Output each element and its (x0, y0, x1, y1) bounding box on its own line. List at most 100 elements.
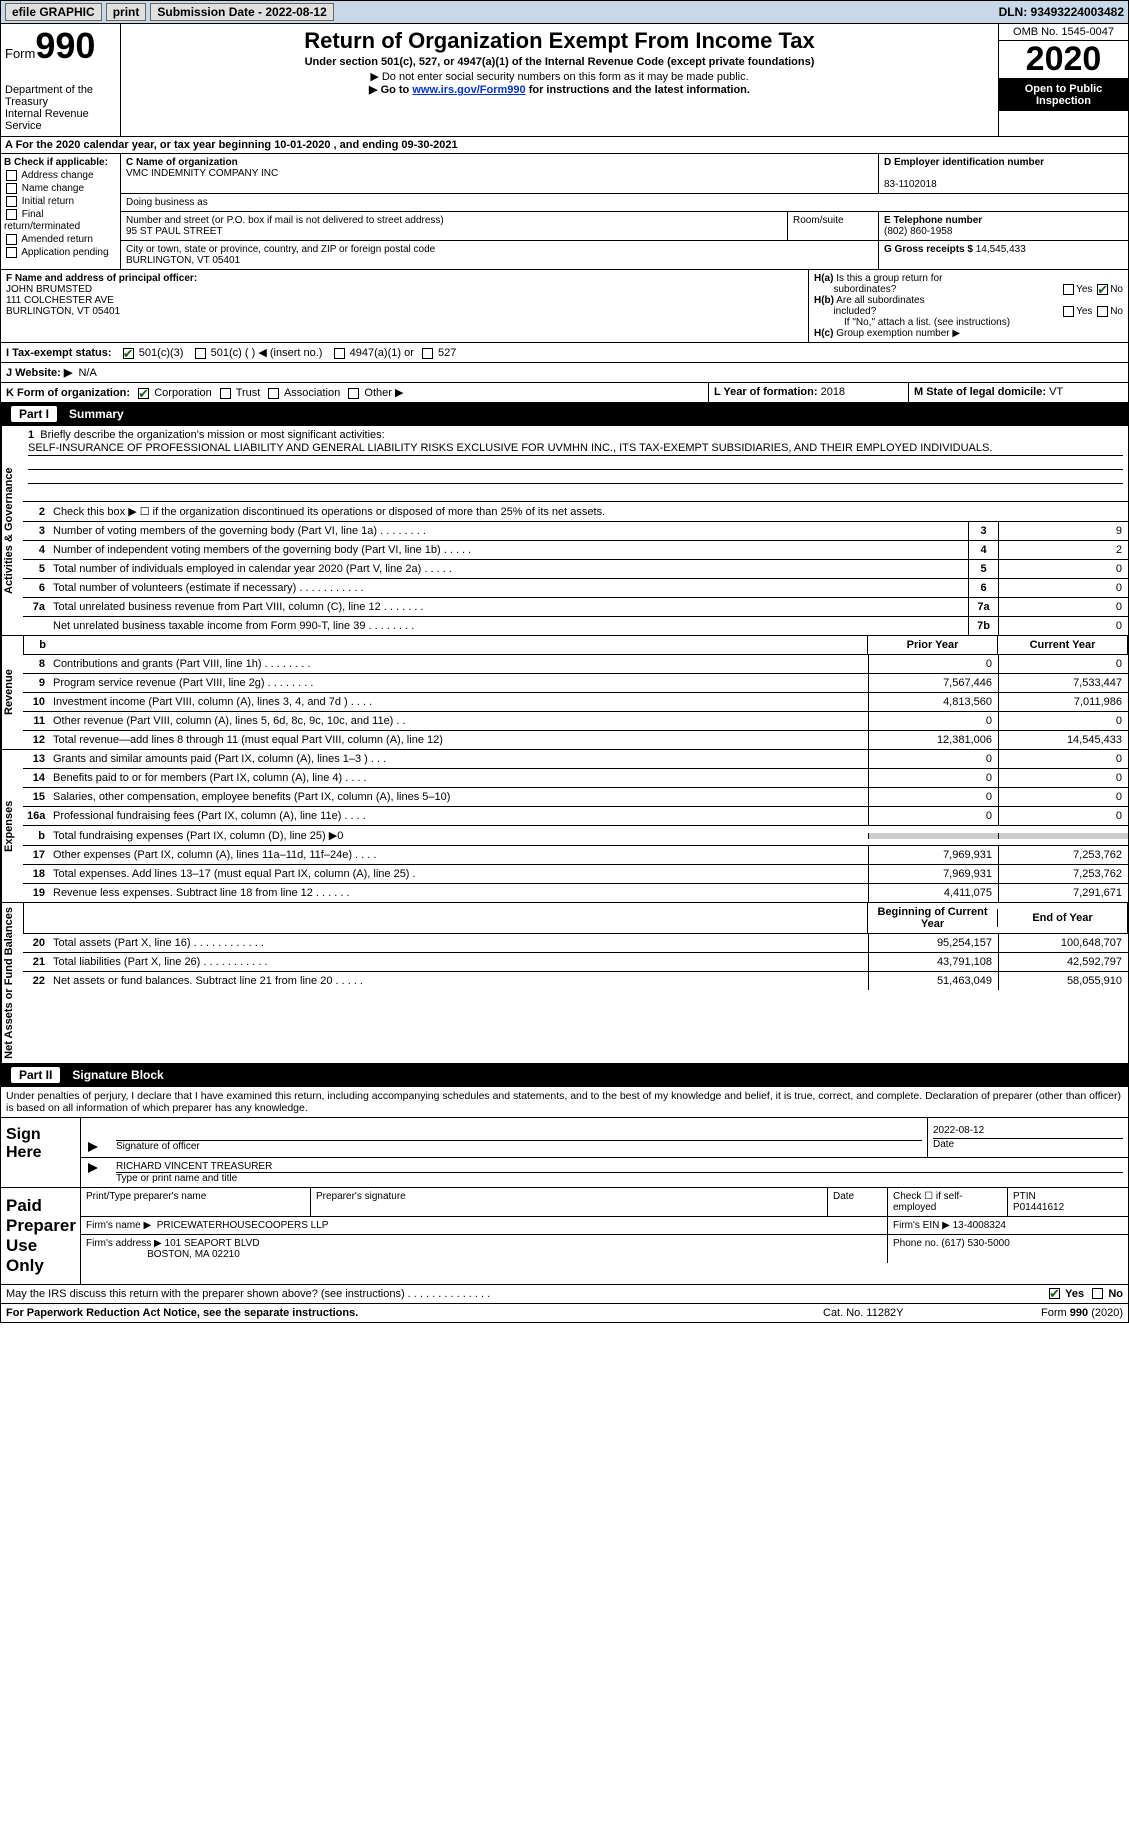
street-address: 95 ST PAUL STREET (126, 226, 223, 237)
website-row: J Website: ▶ N/A (0, 363, 1129, 383)
officer-name: JOHN BRUMSTED (6, 284, 92, 295)
print-button[interactable]: print (106, 3, 147, 21)
gross-value: 14,545,433 (976, 244, 1026, 255)
trust-checkbox[interactable] (220, 388, 231, 399)
final-return-checkbox[interactable] (6, 209, 17, 220)
phone-label: E Telephone number (884, 215, 982, 226)
phone-value: (802) 860-1958 (884, 226, 952, 237)
sig-officer-label: Signature of officer (116, 1141, 200, 1152)
table-row: Net unrelated business taxable income fr… (23, 617, 1128, 635)
sig-date: 2022-08-12 (933, 1125, 984, 1136)
discuss-row: May the IRS discuss this return with the… (0, 1285, 1129, 1304)
table-row: 9Program service revenue (Part VIII, lin… (23, 674, 1128, 693)
officer-addr1: 111 COLCHESTER AVE (6, 295, 114, 306)
form-title: Return of Organization Exempt From Incom… (125, 28, 994, 54)
table-row: 18Total expenses. Add lines 13–17 (must … (23, 865, 1128, 884)
page-footer: For Paperwork Reduction Act Notice, see … (0, 1304, 1129, 1323)
goto-note: ▶ Go to www.irs.gov/Form990 for instruct… (125, 83, 994, 96)
table-row: 16aProfessional fundraising fees (Part I… (23, 807, 1128, 826)
initial-return-checkbox[interactable] (6, 196, 17, 207)
domicile-label: M State of legal domicile: (914, 386, 1046, 398)
app-pending-checkbox[interactable] (6, 247, 17, 258)
corp-checkbox[interactable] (138, 388, 149, 399)
dept-treasury: Department of the Treasury (5, 84, 116, 108)
governance-section: Activities & Governance 1 Briefly descri… (0, 426, 1129, 636)
paid-preparer-label: Paid Preparer Use Only (1, 1188, 81, 1284)
527-checkbox[interactable] (422, 348, 433, 359)
dba-label: Doing business as (126, 197, 208, 208)
k-row: K Form of organization: Corporation Trus… (0, 383, 1129, 403)
ptin-value: P01441612 (1013, 1202, 1064, 1213)
table-row: 12Total revenue—add lines 8 through 11 (… (23, 731, 1128, 749)
irs-label: Internal Revenue Service (5, 108, 116, 132)
discuss-text: May the IRS discuss this return with the… (6, 1288, 1047, 1300)
submission-date-button[interactable]: Submission Date - 2022-08-12 (150, 3, 333, 21)
line2-num: 2 (23, 503, 49, 521)
firm-ein-label: Firm's EIN ▶ (893, 1220, 950, 1231)
addr-change-checkbox[interactable] (6, 170, 17, 181)
4947-checkbox[interactable] (334, 348, 345, 359)
part1-header: Part I Summary (0, 403, 1129, 426)
form-org-label: K Form of organization: (6, 387, 130, 399)
table-row: 10Investment income (Part VIII, column (… (23, 693, 1128, 712)
assoc-checkbox[interactable] (268, 388, 279, 399)
room-label: Room/suite (793, 215, 844, 226)
firm-ein: 13-4008324 (953, 1220, 1006, 1231)
form-header: Form990 Department of the Treasury Inter… (0, 24, 1129, 137)
name-change-checkbox[interactable] (6, 183, 17, 194)
sign-here-block: Sign Here Signature of officer 2022-08-1… (0, 1118, 1129, 1188)
efile-button[interactable]: efile GRAPHIC (5, 3, 102, 21)
paperwork-notice: For Paperwork Reduction Act Notice, see … (6, 1307, 823, 1319)
vtab-revenue: Revenue (1, 636, 23, 749)
table-row: 17Other expenses (Part IX, column (A), l… (23, 846, 1128, 865)
tax-status-label: I Tax-exempt status: (6, 347, 112, 359)
table-row: 13Grants and similar amounts paid (Part … (23, 750, 1128, 769)
pointer-icon (86, 1140, 100, 1154)
hb-no-checkbox[interactable] (1097, 306, 1108, 317)
ssn-note: ▶ Do not enter social security numbers o… (125, 70, 994, 83)
part2-title: Signature Block (72, 1068, 163, 1082)
form-page-label: Form 990 (2020) (973, 1307, 1123, 1319)
table-row: 14Benefits paid to or for members (Part … (23, 769, 1128, 788)
preparer-date-label: Date (833, 1191, 854, 1202)
city-label: City or town, state or province, country… (126, 244, 435, 255)
cat-no: Cat. No. 11282Y (823, 1307, 973, 1319)
firm-phone: (617) 530-5000 (941, 1238, 1009, 1249)
part1-num: Part I (11, 406, 57, 422)
prior-year-header: Prior Year (867, 636, 997, 654)
expenses-section: Expenses 13Grants and similar amounts pa… (0, 750, 1129, 903)
part1-title: Summary (69, 407, 124, 421)
calendar-year-row: A For the 2020 calendar year, or tax yea… (0, 137, 1129, 154)
amended-return-checkbox[interactable] (6, 234, 17, 245)
firm-addr1: 101 SEAPORT BLVD (165, 1238, 260, 1249)
vtab-governance: Activities & Governance (1, 426, 23, 635)
year-formation-label: L Year of formation: (714, 386, 818, 398)
signature-intro: Under penalties of perjury, I declare th… (0, 1087, 1129, 1118)
ha-yes-checkbox[interactable] (1063, 284, 1074, 295)
ein-value: 83-1102018 (884, 179, 937, 190)
discuss-no-checkbox[interactable] (1092, 1288, 1103, 1299)
irs-link[interactable]: www.irs.gov/Form990 (412, 84, 525, 96)
hb-note: If "No," attach a list. (see instruction… (814, 317, 1123, 328)
website-value: N/A (78, 367, 96, 379)
ha-no-checkbox[interactable] (1097, 284, 1108, 295)
discuss-yes-checkbox[interactable] (1049, 1288, 1060, 1299)
firm-name: PRICEWATERHOUSECOOPERS LLP (157, 1220, 329, 1231)
open-inspection: Open to Public Inspection (999, 79, 1128, 111)
table-row: 4Number of independent voting members of… (23, 541, 1128, 560)
domicile-value: VT (1049, 386, 1063, 398)
net-assets-section: Net Assets or Fund Balances Beginning of… (0, 903, 1129, 1064)
table-row: bTotal fundraising expenses (Part IX, co… (23, 826, 1128, 846)
table-row: 21Total liabilities (Part X, line 26) . … (23, 953, 1128, 972)
501c3-checkbox[interactable] (123, 348, 134, 359)
other-checkbox[interactable] (348, 388, 359, 399)
tax-status-row: I Tax-exempt status: 501(c)(3) 501(c) ( … (0, 343, 1129, 363)
ptin-label: PTIN (1013, 1191, 1036, 1202)
501c-checkbox[interactable] (195, 348, 206, 359)
end-year-header: End of Year (997, 909, 1127, 927)
officer-print-name: RICHARD VINCENT TREASURER (116, 1161, 272, 1172)
line1-label: Briefly describe the organization's miss… (40, 429, 384, 441)
hb-yes-checkbox[interactable] (1063, 306, 1074, 317)
table-row: 7aTotal unrelated business revenue from … (23, 598, 1128, 617)
omb-number: OMB No. 1545-0047 (999, 24, 1128, 41)
